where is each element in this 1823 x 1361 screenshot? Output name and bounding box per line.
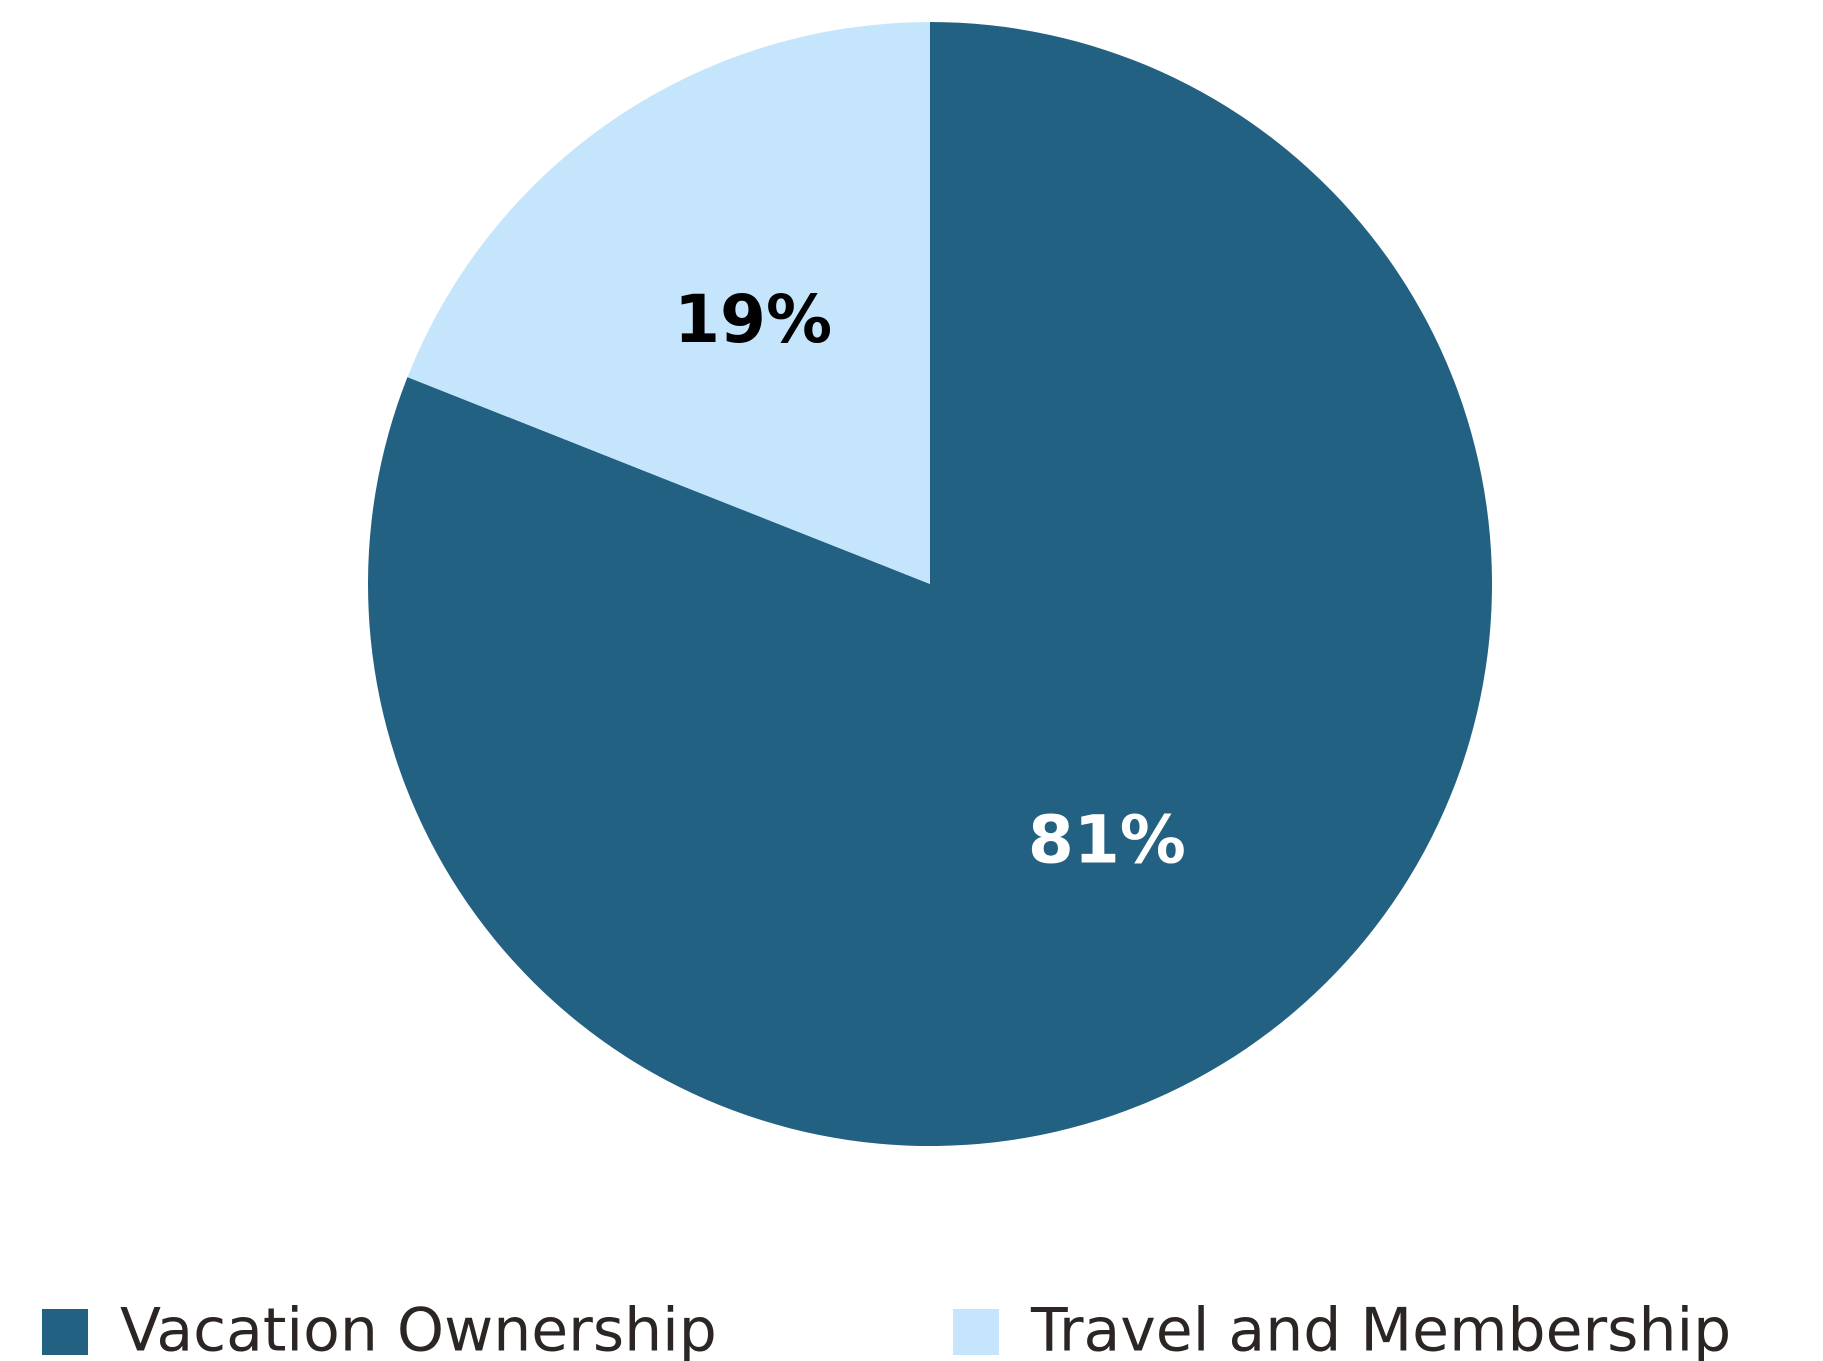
pie-slice — [367, 22, 1492, 1147]
legend-swatch — [42, 1309, 88, 1355]
legend-label: Travel and Membership — [1030, 1296, 1731, 1361]
data-label: 81% — [1028, 801, 1186, 878]
data-label: 19% — [674, 281, 832, 358]
legend-label: Vacation Ownership — [120, 1296, 717, 1361]
legend-swatch — [953, 1309, 999, 1355]
pie-slice — [407, 22, 931, 584]
